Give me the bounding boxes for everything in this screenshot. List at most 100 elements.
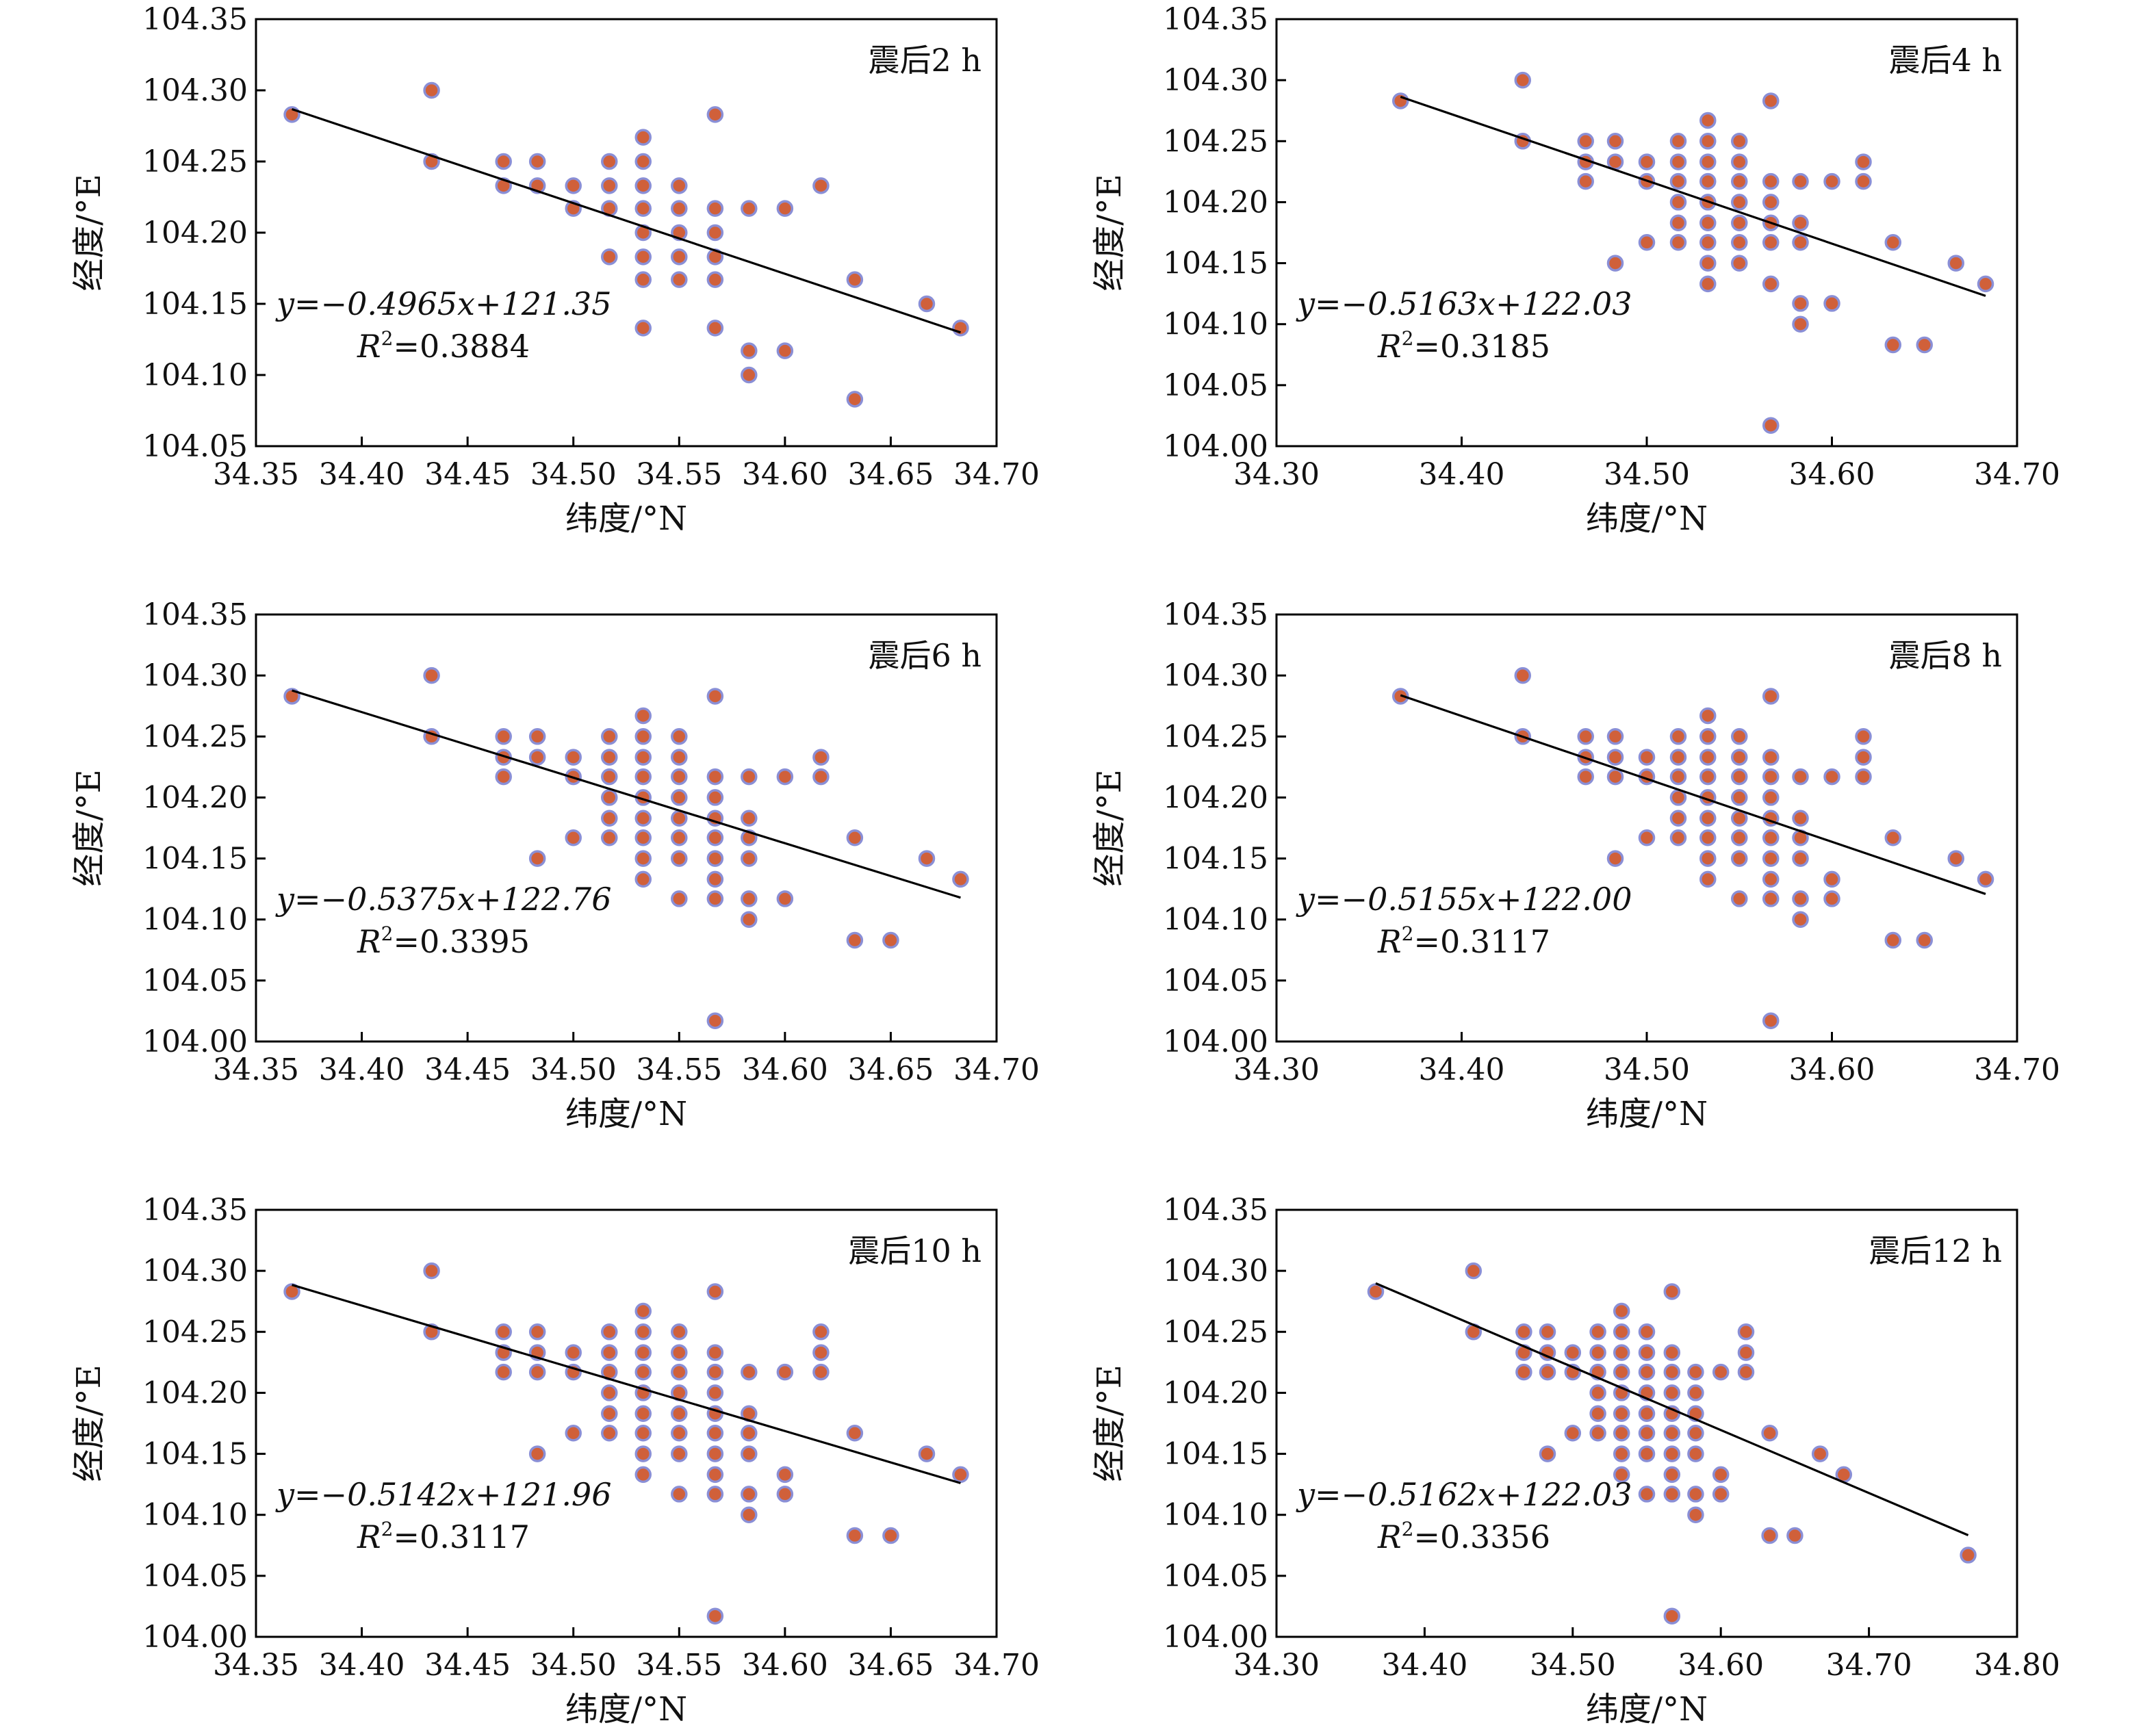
data-point [1762,688,1780,705]
x-tick-label: 34.40 [319,1648,405,1683]
data-point [495,768,512,786]
chart-panel-1: 34.35 34.40 34.45 34.50 34.55 34.60 34.65 34.70… [70,2,1040,538]
x-tick-label: 34.30 [1233,1648,1320,1683]
data-point [1663,1425,1681,1442]
data-point [1947,255,1964,272]
data-point [634,1344,652,1361]
data-point [706,829,724,846]
data-point [1669,829,1687,846]
data-point [846,1425,864,1442]
x-tick-label: 34.50 [530,1052,617,1087]
data-point [671,749,688,766]
data-point [1762,768,1780,786]
data-point [601,768,618,786]
data-point [528,1363,546,1381]
y-axis-label: 经度/°E [1090,1364,1129,1481]
data-point [1669,214,1687,231]
y-tick-label: 104.15 [1163,1437,1268,1472]
data-point [1823,870,1840,888]
data-point [1761,1425,1778,1442]
data-point [1669,133,1687,150]
data-point [1589,1405,1606,1422]
data-point [671,789,688,806]
data-point [601,248,618,266]
y-tick-label: 104.05 [142,429,248,464]
x-axis-label: 纬度/°N [565,500,687,538]
x-tick-label: 34.60 [742,457,828,492]
regression-equation: y=−0.5375x+122.76 [275,881,611,918]
data-point [1712,1486,1730,1503]
r-squared-exponent: 2 [381,327,394,350]
regression-line [1375,1282,1969,1537]
data-point [601,1425,618,1442]
panel-title: 震后8 h [1888,637,2002,674]
x-tick-label: 34.50 [1604,1052,1690,1087]
data-point [812,177,830,194]
data-point [1699,768,1717,786]
data-point [601,1405,618,1422]
x-tick-label: 34.70 [1826,1648,1912,1683]
data-point [1613,1363,1630,1381]
data-point [528,1445,546,1462]
r-squared: R2=0.3117 [1377,922,1550,960]
plot-frame [1275,18,2018,448]
data-point [634,1466,652,1484]
data-point [671,728,688,745]
y-tick-label: 104.05 [142,963,248,998]
data-point [741,890,758,907]
plot-frame [1275,1208,2018,1638]
regression-equation: y=−0.5142x+121.96 [275,1476,611,1513]
y-tick-label: 104.00 [1163,1024,1268,1059]
data-point [1589,1425,1606,1442]
data-point [918,1445,936,1462]
data-point [634,829,652,846]
x-tick-label: 34.65 [847,1648,934,1683]
data-point [423,81,440,99]
data-point [1712,1363,1730,1381]
y-tick-label: 104.10 [1163,307,1268,342]
data-point [634,870,652,888]
y-tick-label: 104.30 [142,73,248,108]
y-axis-label: 经度/°E [70,1364,108,1481]
data-point [1737,1323,1755,1341]
data-point [671,1323,688,1341]
data-point [1606,133,1624,150]
data-point [565,829,582,846]
data-point [634,1363,652,1381]
data-point [1731,829,1748,846]
data-point [741,768,758,786]
x-tick-label: 34.45 [424,457,511,492]
r-squared-value: =0.3356 [1413,1518,1550,1555]
data-point [601,829,618,846]
x-tick-label: 34.40 [1419,1052,1505,1087]
data-point [1663,1363,1681,1381]
data-point [1762,789,1780,806]
data-point [671,829,688,846]
data-point [1731,850,1748,867]
data-point [671,1486,688,1503]
r-squared-symbol: R [357,923,381,960]
x-tick-label: 34.50 [530,1648,617,1683]
data-point [706,1425,724,1442]
data-point [1699,112,1717,129]
y-axis-label: 经度/°E [1090,769,1129,886]
r-squared: R2=0.3884 [357,327,530,365]
data-point [1823,890,1840,907]
y-tick-label: 104.35 [1163,2,1268,37]
y-tick-label: 104.35 [1163,1193,1268,1228]
data-point [1638,1445,1656,1462]
data-point [706,850,724,867]
x-tick-label: 34.45 [424,1648,511,1683]
data-point [671,768,688,786]
data-point [706,320,724,337]
x-tick-label: 34.60 [742,1052,828,1087]
data-point [1761,1527,1778,1544]
data-point [1577,133,1594,150]
y-tick-label: 104.20 [1163,780,1268,815]
data-point [1638,153,1656,170]
data-point [565,177,582,194]
data-point [1731,153,1748,170]
data-point [1731,890,1748,907]
r-squared: R2=0.3395 [357,922,530,960]
data-point [565,749,582,766]
